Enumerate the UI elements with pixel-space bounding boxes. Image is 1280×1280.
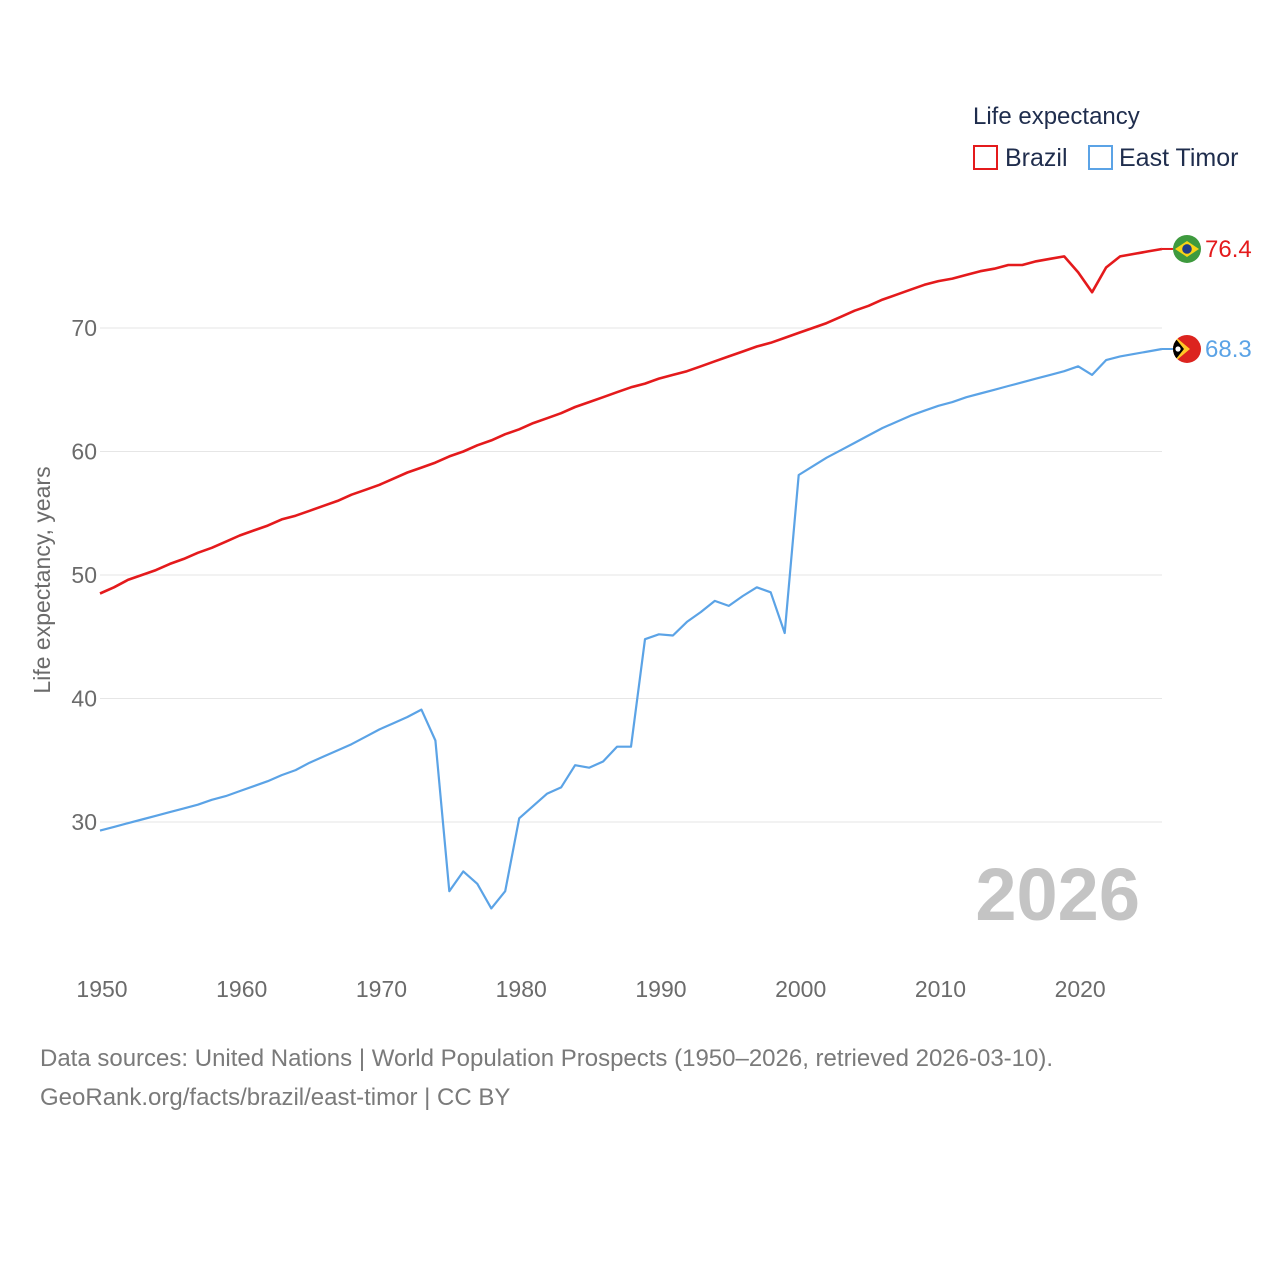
y-axis-title: Life expectancy, years — [29, 466, 55, 693]
x-tick-label-2020: 2020 — [1055, 976, 1106, 1002]
series-line-brazil — [99, 247, 1163, 595]
y-axis-ticks: 30 40 50 60 70 — [71, 315, 97, 835]
end-value-label-brazil: 76.4 — [1205, 236, 1252, 263]
x-tick-label-2000: 2000 — [775, 976, 826, 1002]
footer-sources: Data sources: United Nations | World Pop… — [40, 1045, 1054, 1072]
end-value-label-east-timor: 68.3 — [1205, 336, 1252, 363]
legend-title: Life expectancy — [973, 103, 1140, 130]
legend-swatch-brazil — [973, 145, 998, 170]
legend-swatch-east-timor — [1088, 145, 1113, 170]
brazil-flag-icon — [1173, 234, 1201, 263]
legend-item-east-timor[interactable]: East Timor — [1088, 144, 1238, 172]
x-tick-label-1980: 1980 — [496, 976, 547, 1002]
x-tick-label-2010: 2010 — [915, 976, 966, 1002]
legend-item-brazil[interactable]: Brazil — [973, 144, 1068, 172]
y-tick-label-60: 60 — [71, 439, 97, 465]
x-tick-label-1950: 1950 — [76, 976, 127, 1002]
legend-label-east-timor: East Timor — [1119, 144, 1238, 172]
x-axis-ticks: 1950 1960 1970 1980 1990 2000 2010 2020 — [76, 976, 1105, 1002]
series-line-east-timor — [99, 347, 1163, 910]
legend: Life expectancy Brazil East Timor — [973, 103, 1238, 172]
x-tick-label-1970: 1970 — [356, 976, 407, 1002]
year-label: 2026 — [975, 853, 1140, 936]
east-timor-flag-icon — [1173, 334, 1201, 363]
y-tick-label-70: 70 — [71, 315, 97, 341]
x-tick-label-1960: 1960 — [216, 976, 267, 1002]
legend-label-brazil: Brazil — [1005, 144, 1068, 172]
y-tick-label-30: 30 — [71, 809, 97, 835]
x-tick-label-1990: 1990 — [635, 976, 686, 1002]
series-lines — [99, 247, 1163, 910]
life-expectancy-chart: 30 40 50 60 70 1950 1960 1970 1980 1990 2000 2010 2… — [29, 103, 1252, 1002]
y-tick-label-50: 50 — [71, 562, 97, 588]
footer-credit[interactable]: GeoRank.org/facts/brazil/east-timor | CC… — [40, 1084, 511, 1111]
y-tick-label-40: 40 — [71, 686, 97, 712]
series-end-markers: 76.4 68.3 — [1162, 234, 1252, 363]
gridlines — [100, 327, 1162, 823]
